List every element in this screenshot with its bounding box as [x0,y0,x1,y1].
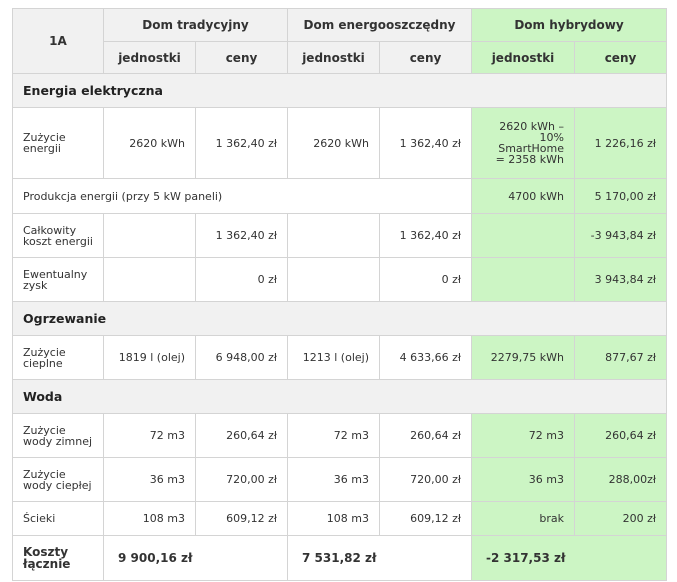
table-cell: 4700 kWh [471,178,575,214]
table-cell: 72 m3 [103,413,196,458]
total-traditional: 9 900,16 zł [103,535,288,581]
table-cell: 1 362,40 zł [195,107,288,179]
section-row-water: Woda [11,379,668,414]
subheader-units: jednostki [471,41,575,74]
subheader-prices: ceny [379,41,472,74]
subheader-prices: ceny [195,41,288,74]
section-row-energy: Energia elektryczna [11,73,668,108]
group-header-traditional: Dom tradycyjny [103,8,288,42]
row-label: Zużycie energii [12,107,104,179]
row-label: Ścieki [12,501,104,536]
table-cell: 72 m3 [287,413,380,458]
row-label: Produkcja energii (przy 5 kW paneli) [12,178,472,214]
table-cell: 1 362,40 zł [195,213,288,258]
table-cell: 108 m3 [103,501,196,536]
table-cell: 0 zł [379,257,472,302]
subheader-units: jednostki [103,41,196,74]
table-cell: 2620 kWh – 10% SmartHome = 2358 kWh [471,107,575,179]
table-cell: -3 943,84 zł [573,213,668,258]
section-title: Woda [11,379,668,414]
subheader-units: jednostki [287,41,380,74]
row-label: Całkowity koszt energii [12,213,104,258]
table-cell [103,257,196,302]
table-cell: 720,00 zł [195,457,288,502]
group-header-hybrid: Dom hybrydowy [470,8,668,42]
table-row: Zużycie cieplne 1819 l (olej) 6 948,00 z… [12,335,668,380]
table-cell: 5 170,00 zł [573,178,668,214]
table-cell: 260,64 zł [195,413,288,458]
table-cell: 72 m3 [471,413,575,458]
table-cell: 2620 kWh [103,107,196,179]
table-cell: 1213 l (olej) [287,335,380,380]
table-cell: 1819 l (olej) [103,335,196,380]
table-cell: 1 362,40 zł [379,107,472,179]
section-title: Energia elektryczna [11,73,668,108]
table-cell [287,257,380,302]
table-cell: 200 zł [573,501,668,536]
table-cell: 288,00zł [573,457,668,502]
table-cell: 36 m3 [471,457,575,502]
table-cell [287,213,380,258]
table-cell: 6 948,00 zł [195,335,288,380]
table-row: Ścieki 108 m3 609,12 zł 108 m3 609,12 zł… [12,501,668,536]
table-cell [103,213,196,258]
group-header-energy-saving: Dom energooszczędny [287,8,472,42]
table-cell: 1 226,16 zł [573,107,668,179]
subheader-prices: ceny [573,41,668,74]
table-cell: 4 633,66 zł [379,335,472,380]
table-cell: 260,64 zł [573,413,668,458]
row-label: Zużycie wody zimnej [12,413,104,458]
table-row: Ewentualny zysk 0 zł 0 zł 3 943,84 zł [12,257,668,302]
table-cell: 0 zł [195,257,288,302]
section-title: Ogrzewanie [11,301,668,336]
table-row: Zużycie energii 2620 kWh 1 362,40 zł 262… [12,107,668,179]
total-energy-saving: 7 531,82 zł [287,535,472,581]
totals-row: Koszty łącznie 9 900,16 zł 7 531,82 zł -… [12,535,668,581]
table-row: Zużycie wody ciepłej 36 m3 720,00 zł 36 … [12,457,668,502]
table-cell: 609,12 zł [195,501,288,536]
table-cell: brak [471,501,575,536]
section-row-heating: Ogrzewanie [11,301,668,336]
table-cell: 108 m3 [287,501,380,536]
row-label: Zużycie cieplne [12,335,104,380]
table-cell: 2620 kWh [287,107,380,179]
table-cell [471,257,575,302]
table-row: Zużycie wody zimnej 72 m3 260,64 zł 72 m… [12,413,668,458]
table-cell [471,213,575,258]
table-row: Całkowity koszt energii 1 362,40 zł 1 36… [12,213,668,258]
table-cell: 609,12 zł [379,501,472,536]
row-label: Zużycie wody ciepłej [12,457,104,502]
total-hybrid: -2 317,53 zł [470,535,668,581]
corner-cell: 1A [12,8,104,74]
table-cell: 1 362,40 zł [379,213,472,258]
table-cell: 36 m3 [287,457,380,502]
table-cell: 877,67 zł [573,335,668,380]
table-cell: 36 m3 [103,457,196,502]
table-cell: 720,00 zł [379,457,472,502]
table-row: Produkcja energii (przy 5 kW paneli) 470… [12,178,668,214]
cost-comparison-table: 1A Dom tradycyjny Dom energooszczędny Do… [11,8,668,581]
row-label: Ewentualny zysk [12,257,104,302]
table-cell: 2279,75 kWh [471,335,575,380]
totals-label: Koszty łącznie [12,535,104,581]
table-cell: 3 943,84 zł [573,257,668,302]
table-cell: 260,64 zł [379,413,472,458]
